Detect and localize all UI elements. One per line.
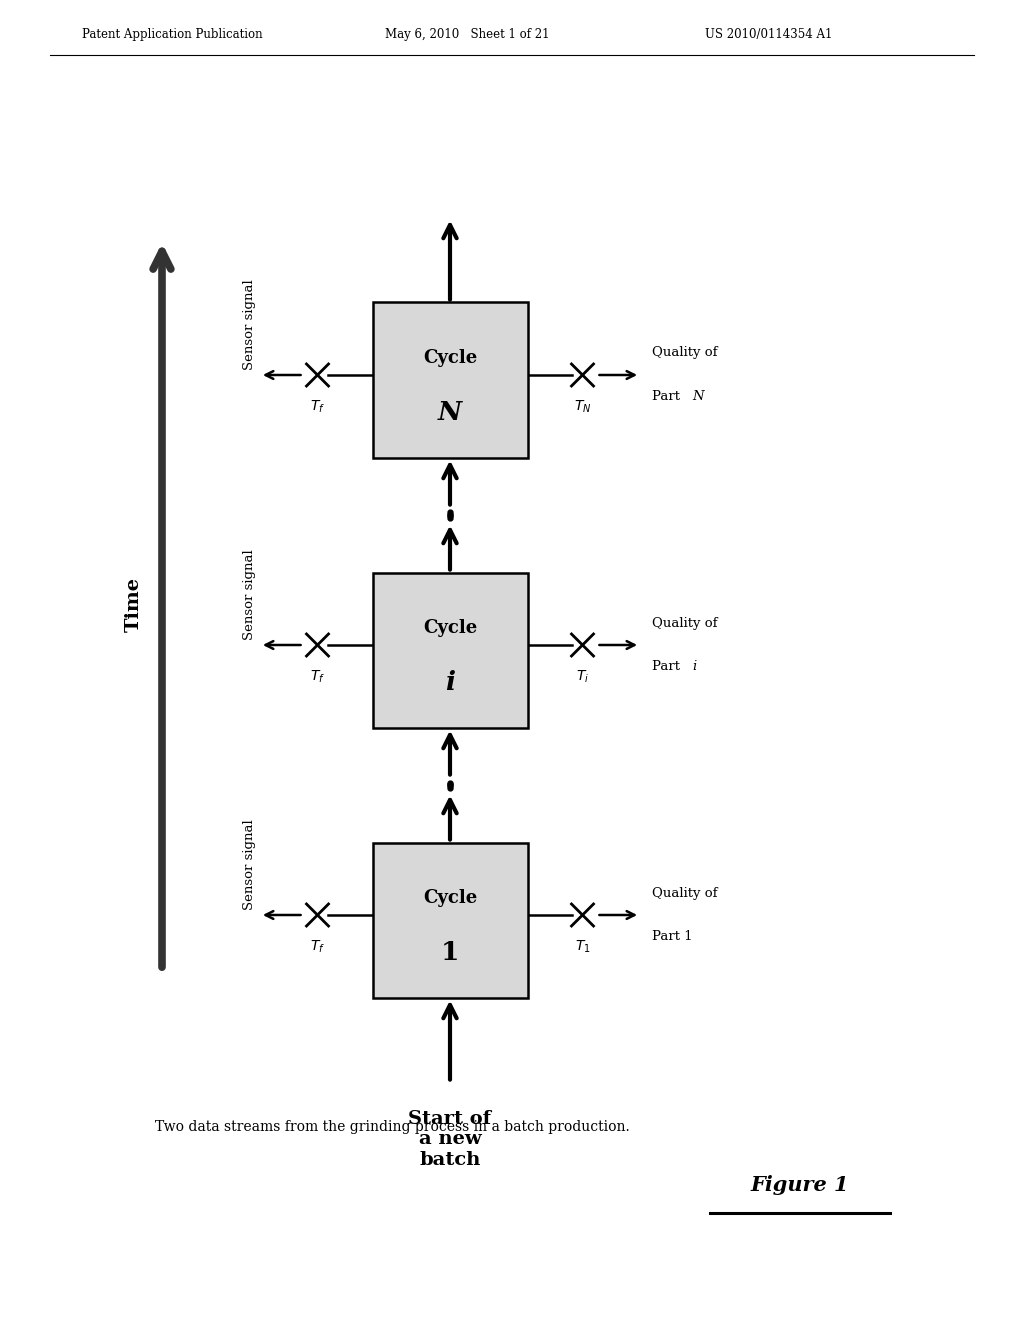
Text: Part 1: Part 1 — [652, 931, 692, 944]
Text: Time: Time — [125, 578, 143, 632]
FancyBboxPatch shape — [373, 573, 527, 727]
Text: Quality of: Quality of — [652, 346, 718, 359]
FancyBboxPatch shape — [373, 842, 527, 998]
Text: Two data streams from the grinding process in a batch production.: Two data streams from the grinding proce… — [155, 1119, 630, 1134]
Text: Part: Part — [652, 660, 684, 673]
Text: Cycle: Cycle — [423, 888, 477, 907]
Text: N: N — [692, 391, 703, 404]
Text: May 6, 2010   Sheet 1 of 21: May 6, 2010 Sheet 1 of 21 — [385, 28, 550, 41]
Text: Sensor signal: Sensor signal — [244, 280, 256, 371]
Text: 1: 1 — [440, 940, 459, 965]
Text: Quality of: Quality of — [652, 616, 718, 630]
Text: Figure 1: Figure 1 — [751, 1175, 849, 1195]
Text: Cycle: Cycle — [423, 348, 477, 367]
Text: $T_i$: $T_i$ — [575, 669, 589, 685]
Text: N: N — [438, 400, 462, 425]
Text: Cycle: Cycle — [423, 619, 477, 638]
Text: Quality of: Quality of — [652, 887, 718, 899]
Text: US 2010/0114354 A1: US 2010/0114354 A1 — [705, 28, 833, 41]
Text: Start of
a new
batch: Start of a new batch — [409, 1110, 492, 1170]
Text: $T_f$: $T_f$ — [310, 399, 325, 416]
Text: Sensor signal: Sensor signal — [244, 549, 256, 640]
Text: $T_f$: $T_f$ — [310, 669, 325, 685]
Text: $T_N$: $T_N$ — [573, 399, 591, 416]
FancyBboxPatch shape — [373, 302, 527, 458]
Text: i: i — [445, 669, 455, 694]
Text: $T_f$: $T_f$ — [310, 939, 325, 956]
Text: i: i — [692, 660, 696, 673]
Text: $T_1$: $T_1$ — [574, 939, 591, 956]
Text: Part: Part — [652, 391, 684, 404]
Text: Patent Application Publication: Patent Application Publication — [82, 28, 262, 41]
Text: Sensor signal: Sensor signal — [244, 820, 256, 911]
